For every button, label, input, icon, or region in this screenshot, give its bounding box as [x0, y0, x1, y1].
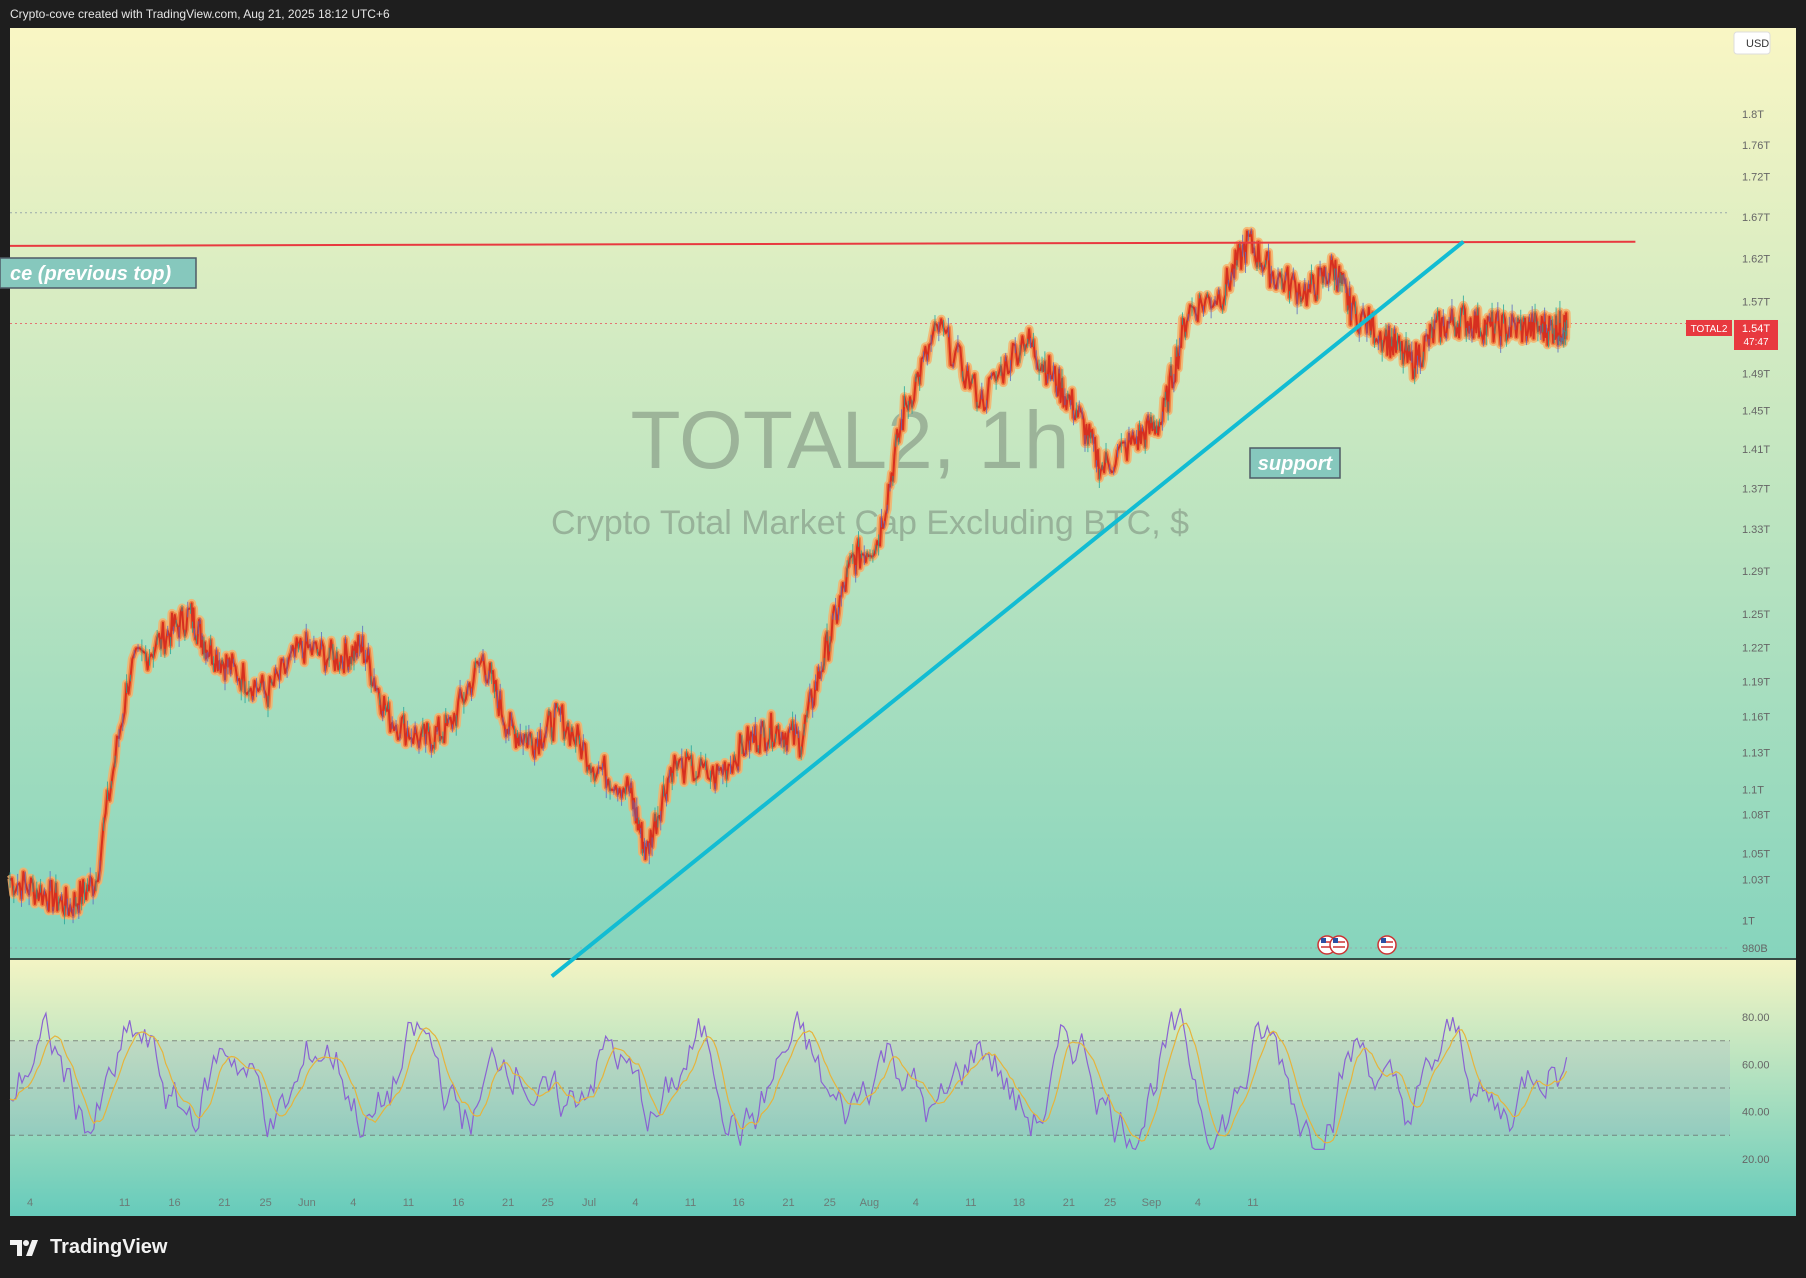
y-tick-label: 1.37T: [1742, 483, 1770, 495]
watermark-title: TOTAL2, 1h: [630, 395, 1069, 486]
countdown: 47:47: [1743, 337, 1768, 348]
y-tick-label: 1.57T: [1742, 297, 1770, 309]
support-trendline: [550, 240, 1465, 978]
flag-circle: [1329, 935, 1349, 955]
x-tick-label: 11: [1247, 1197, 1258, 1209]
y-tick-label: 1.25T: [1742, 609, 1770, 621]
y-tick-label: 1.19T: [1742, 677, 1770, 689]
x-tick-label: Jun: [298, 1197, 316, 1209]
last-price-box: [1734, 319, 1778, 350]
y-tick-label: 1.03T: [1742, 875, 1770, 887]
x-tick-label: 21: [218, 1197, 230, 1209]
footer-bar: TradingView: [0, 1218, 1806, 1278]
tradingview-logo-icon: [10, 1239, 38, 1256]
x-tick-label: 25: [260, 1197, 272, 1209]
x-tick-label: 4: [632, 1197, 638, 1209]
x-tick-label: 25: [824, 1197, 836, 1209]
flag-canton: [1381, 938, 1386, 943]
last-price-value: 1.54T: [1742, 323, 1770, 335]
flag-canton: [1333, 938, 1338, 943]
currency-label: USD: [1746, 38, 1769, 50]
x-tick-label: 21: [1063, 1197, 1075, 1209]
price-line: [9, 230, 1568, 917]
rsi-line: [9, 1008, 1568, 1151]
flag-canton: [1321, 938, 1326, 943]
x-tick-label: 18: [1013, 1197, 1025, 1209]
x-tick-label: 21: [502, 1197, 514, 1209]
y-tick-label: 1T: [1742, 915, 1755, 927]
rsi-y-tick-label: 40.00: [1742, 1107, 1770, 1119]
rsi-y-tick-label: 80.00: [1742, 1012, 1770, 1024]
y-tick-label: 1.16T: [1742, 712, 1770, 724]
rsi-ma-line: [9, 1022, 1568, 1144]
y-tick-label: 1.76T: [1742, 140, 1770, 152]
y-tick-label: 1.62T: [1742, 254, 1770, 266]
x-tick-label: 11: [685, 1197, 696, 1209]
x-tick-label: 11: [403, 1197, 414, 1209]
x-tick-label: 11: [119, 1197, 130, 1209]
support-label-box: [1249, 447, 1341, 479]
tradingview-brand[interactable]: TradingView: [10, 1236, 167, 1259]
x-tick-label: 4: [27, 1197, 33, 1209]
symbol-tag-box: [1686, 319, 1732, 336]
y-tick-label: 1.33T: [1742, 524, 1770, 536]
x-tick-label: Jul: [582, 1197, 596, 1209]
y-tick-label: 1.1T: [1742, 785, 1764, 797]
y-tick-label: 1.45T: [1742, 406, 1770, 418]
x-tick-label: 25: [542, 1197, 554, 1209]
support-label: support: [1258, 453, 1334, 475]
currency-box: [1733, 31, 1771, 55]
x-tick-label: 21: [782, 1197, 794, 1209]
x-tick-label: 16: [168, 1197, 180, 1209]
x-tick-label: 16: [452, 1197, 464, 1209]
previous-top-label: ce (previous top): [10, 263, 171, 285]
x-tick-label: 11: [965, 1197, 976, 1209]
us-flag-icon: [1329, 935, 1349, 955]
y-tick-label: 1.41T: [1742, 444, 1770, 456]
us-flag-icon: [1377, 935, 1397, 955]
chart-area[interactable]: 1.8T 1.76T 1.72T 1.67T 1.62T 1.57T 1.49T 1.45T 1…: [0, 28, 1806, 1218]
y-tick-label: 1.67T: [1742, 212, 1770, 224]
x-tick-label: Aug: [860, 1197, 880, 1209]
rsi-y-tick-label: 60.00: [1742, 1059, 1770, 1071]
resistance-line: [9, 240, 1636, 247]
symbol-tag: TOTAL2: [1691, 324, 1728, 335]
x-tick-label: 4: [1195, 1197, 1201, 1209]
x-tick-label: Sep: [1142, 1197, 1162, 1209]
rsi-y-tick-label: 20.00: [1742, 1154, 1770, 1166]
y-tick-label: 1.22T: [1742, 643, 1770, 655]
previous-top-label-box: [0, 257, 197, 289]
x-tick-label: 4: [350, 1197, 356, 1209]
watermark-subtitle: Crypto Total Market Cap Excluding BTC, $: [551, 504, 1189, 542]
y-tick-label: 1.49T: [1742, 368, 1770, 380]
x-tick-label: 25: [1104, 1197, 1116, 1209]
y-tick-label: 1.05T: [1742, 848, 1770, 860]
y-tick-label: 1.13T: [1742, 748, 1770, 760]
y-tick-label: 980B: [1742, 943, 1768, 955]
x-tick-label: 16: [733, 1197, 745, 1209]
y-tick-label: 1.08T: [1742, 810, 1770, 822]
brand-name: TradingView: [50, 1236, 168, 1258]
y-tick-label: 1.72T: [1742, 171, 1770, 183]
y-tick-label: 1.8T: [1742, 109, 1764, 121]
chart-attribution: Crypto-cove created with TradingView.com…: [10, 7, 390, 21]
y-tick-label: 1.29T: [1742, 566, 1770, 578]
flag-circle: [1377, 935, 1397, 955]
x-tick-label: 4: [913, 1197, 919, 1209]
